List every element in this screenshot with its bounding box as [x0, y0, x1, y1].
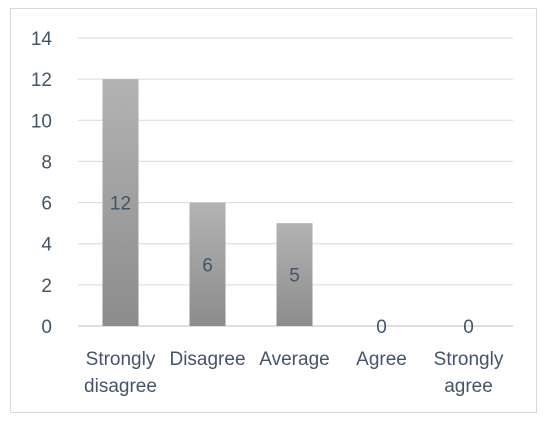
category-label-line: disagree: [84, 376, 157, 397]
chart-frame: [10, 8, 537, 413]
bar: [189, 202, 226, 326]
category-label: Strongly agree: [434, 349, 504, 397]
y-tick-label: 10: [31, 111, 52, 132]
y-tick-label: 6: [41, 194, 52, 215]
category-label: Disagree: [169, 349, 245, 370]
category-label-line: Strongly: [86, 349, 156, 370]
bar: [276, 223, 313, 326]
data-labels: 12 6 5 0 0: [110, 194, 474, 338]
category-label-line: Strongly: [434, 349, 504, 370]
data-label: 0: [463, 317, 474, 338]
category-labels: Strongly disagree Disagree Average Agree Stro…: [84, 349, 504, 397]
data-label: 0: [376, 317, 387, 338]
y-tick-label: 0: [41, 317, 52, 338]
category-label-line: Agree: [356, 349, 407, 370]
category-label-line: Average: [259, 349, 329, 370]
y-tick-label: 12: [31, 70, 52, 91]
category-label: Average: [259, 349, 329, 370]
y-tick-label: 2: [41, 276, 52, 297]
y-axis-tick-labels: 0 2 4 6 8 10 12 14: [31, 29, 53, 338]
data-label: 6: [202, 255, 213, 276]
category-label: Strongly disagree: [84, 349, 157, 397]
data-label: 12: [110, 194, 131, 215]
gridlines: [78, 37, 513, 327]
category-label-line: Disagree: [169, 349, 245, 370]
data-label: 5: [289, 266, 300, 287]
category-label-line: agree: [444, 376, 493, 397]
bar: [102, 79, 139, 327]
category-label: Agree: [356, 349, 407, 370]
y-tick-label: 14: [31, 29, 53, 50]
y-tick-label: 4: [41, 235, 52, 256]
bars: [102, 79, 313, 327]
y-tick-label: 8: [41, 152, 52, 173]
